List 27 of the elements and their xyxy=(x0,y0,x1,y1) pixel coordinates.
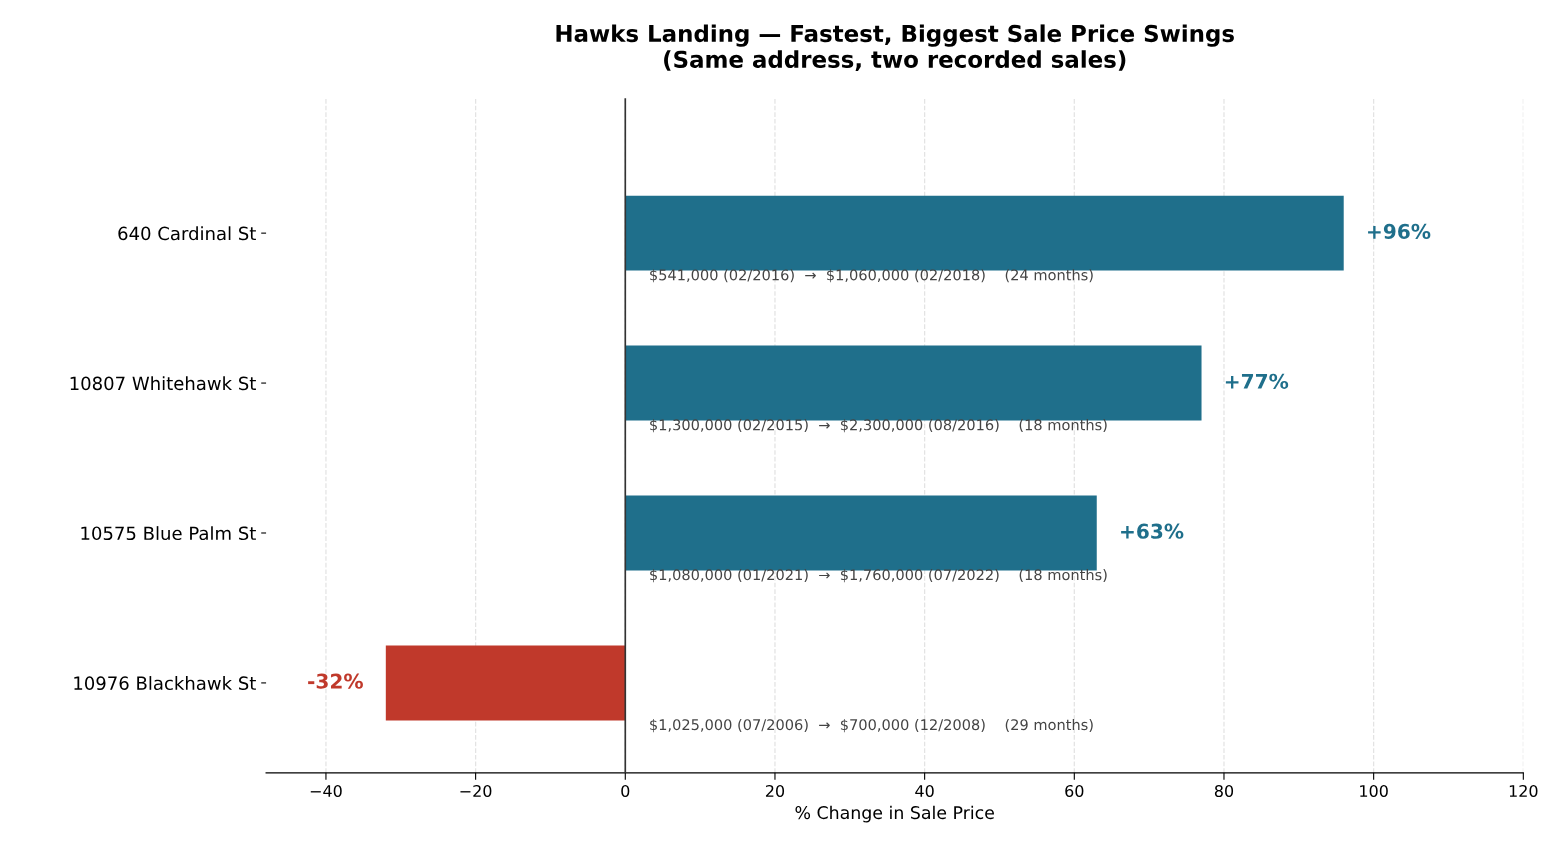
x-tick-label: −20 xyxy=(460,784,492,798)
x-tick-label: −40 xyxy=(310,784,342,798)
annotation: $1,300,000 (02/2015) → $2,300,000 (08/2016) (18 months) xyxy=(650,419,1107,433)
annotation: $1,080,000 (01/2021) → $1,760,000 (07/2022) (18 months) xyxy=(650,568,1107,583)
data-label: -32% xyxy=(308,673,363,689)
x-tick-label: 80 xyxy=(1214,784,1234,798)
x-tick-label: 0 xyxy=(621,784,630,798)
y-tick-label: 10807 Whitehawk St xyxy=(70,376,256,391)
chart-title: Hawks Landing — Fastest, Biggest Sale Price Swings (Same address, two recorded sales) xyxy=(556,24,1234,71)
x-tick-label: 60 xyxy=(1065,784,1084,798)
annotation: $541,000 (02/2016) → $1,060,000 (02/2018) (24 months) xyxy=(650,269,1093,283)
bar xyxy=(625,495,1097,571)
data-label: +63% xyxy=(1121,523,1184,539)
annotation: $1,025,000 (07/2006) → $700,000 (12/2008) (29 months) xyxy=(650,718,1093,733)
x-tick-label: 40 xyxy=(915,784,934,798)
x-tick-label: 120 xyxy=(1509,784,1538,798)
x-axis-title: % Change in Sale Price xyxy=(795,805,994,823)
bar xyxy=(385,645,626,721)
data-label: +96% xyxy=(1368,223,1431,239)
bar xyxy=(625,345,1202,421)
x-tick-label: 100 xyxy=(1360,784,1388,798)
x-tick-label: 20 xyxy=(765,784,785,798)
y-tick-label: 640 Cardinal St xyxy=(118,226,256,241)
y-tick-label: 10976 Blackhawk St xyxy=(74,676,256,691)
y-tick-label: 10575 Blue Palm St xyxy=(81,526,256,541)
data-label: +77% xyxy=(1225,373,1289,389)
bar xyxy=(625,195,1344,271)
